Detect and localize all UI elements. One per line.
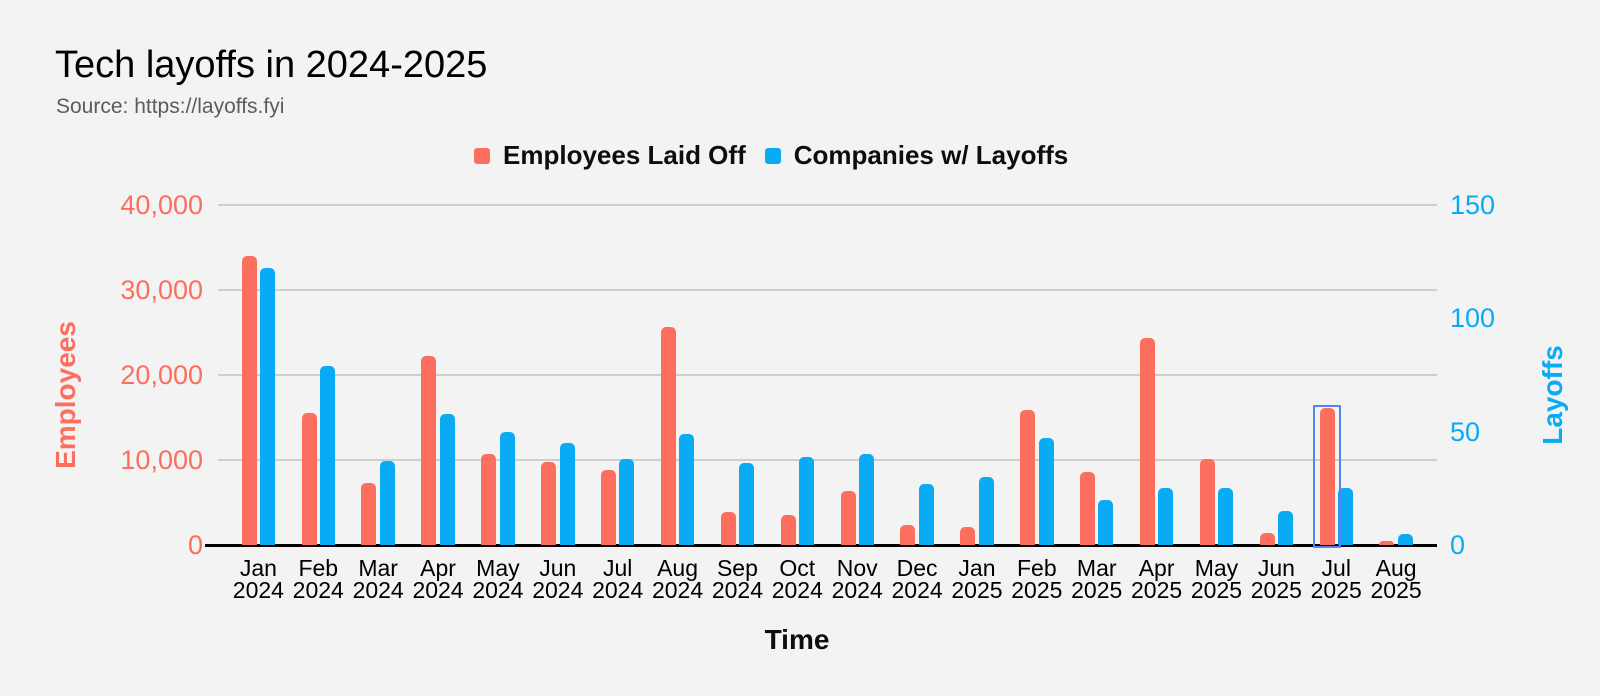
bar-employees-laid-off-jun-2025[interactable] <box>1259 533 1275 545</box>
y-axis-tick-right: 100 <box>1450 303 1496 334</box>
bar-companies-w-layoffs-apr-2024[interactable] <box>439 413 455 545</box>
bar-employees-laid-off-oct-2024[interactable] <box>780 515 796 545</box>
bar-employees-laid-off-feb-2025[interactable] <box>1020 409 1036 545</box>
x-axis-tick-aug-2024: Aug 2024 <box>651 555 704 603</box>
x-axis-tick-dec-2024: Dec 2024 <box>891 555 943 603</box>
gridline <box>218 289 1437 291</box>
bar-companies-w-layoffs-mar-2024[interactable] <box>379 461 395 545</box>
bar-companies-w-layoffs-mar-2025[interactable] <box>1098 499 1114 545</box>
legend-label: Employees Laid Off <box>503 140 746 170</box>
gridline <box>218 459 1437 461</box>
x-axis-tick-feb-2025: Feb 2025 <box>1011 555 1063 603</box>
legend-item-employees-laid-off[interactable]: Employees Laid Off <box>474 140 746 171</box>
bar-employees-laid-off-sep-2024[interactable] <box>720 512 736 545</box>
y-axis-tick-left: 10,000 <box>120 445 203 475</box>
bar-employees-laid-off-may-2025[interactable] <box>1199 459 1215 545</box>
x-axis-tick-oct-2024: Oct 2024 <box>771 555 823 603</box>
x-axis-tick-mar-2025: Mar 2025 <box>1071 555 1123 603</box>
y-axis-tick-left: 20,000 <box>120 360 203 390</box>
bar-employees-laid-off-apr-2024[interactable] <box>421 356 437 545</box>
chart-title: Tech layoffs in 2024-2025 <box>55 44 488 86</box>
y-axis-title-layoffs: Layoffs <box>1537 345 1568 445</box>
bar-employees-laid-off-aug-2024[interactable] <box>660 327 676 545</box>
bar-companies-w-layoffs-feb-2024[interactable] <box>319 365 335 545</box>
y-axis-tick-left: 30,000 <box>120 275 203 305</box>
x-axis-tick-jan-2025: Jan 2025 <box>951 555 1003 603</box>
bar-companies-w-layoffs-aug-2025[interactable] <box>1397 533 1413 545</box>
bar-companies-w-layoffs-may-2024[interactable] <box>499 431 515 545</box>
bar-companies-w-layoffs-jun-2025[interactable] <box>1278 511 1294 545</box>
x-axis-tick-sep-2024: Sep 2024 <box>711 555 764 603</box>
bar-companies-w-layoffs-jan-2025[interactable] <box>978 477 994 545</box>
x-axis-tick-jul-2024: Jul 2024 <box>592 555 644 603</box>
companies-w-layoffs-swatch-icon <box>764 147 781 164</box>
bar-companies-w-layoffs-oct-2024[interactable] <box>799 456 815 545</box>
bar-companies-w-layoffs-apr-2025[interactable] <box>1158 488 1174 545</box>
gridline <box>218 374 1437 376</box>
y-axis-tick-right: 0 <box>1450 530 1466 560</box>
x-axis-tick-jun-2025: Jun 2025 <box>1250 555 1302 603</box>
bar-employees-laid-off-dec-2024[interactable] <box>900 525 916 545</box>
bar-employees-laid-off-jun-2024[interactable] <box>541 461 557 545</box>
x-axis-tick-jan-2024: Jan 2024 <box>232 555 284 603</box>
bar-employees-laid-off-jul-2024[interactable] <box>600 470 616 545</box>
y-axis-tick-left: 0 <box>187 530 203 560</box>
y-axis-tick-right: 50 <box>1450 416 1481 447</box>
x-axis-line <box>205 544 1437 547</box>
bar-companies-w-layoffs-aug-2024[interactable] <box>679 433 695 545</box>
bar-companies-w-layoffs-feb-2025[interactable] <box>1038 438 1054 545</box>
y-axis-tick-left: 40,000 <box>120 190 203 220</box>
bar-companies-w-layoffs-jun-2024[interactable] <box>559 443 575 545</box>
x-axis-tick-feb-2024: Feb 2024 <box>292 555 344 603</box>
bar-companies-w-layoffs-jan-2024[interactable] <box>260 268 276 545</box>
bar-employees-laid-off-may-2024[interactable] <box>481 454 497 545</box>
legend-label: Companies w/ Layoffs <box>793 140 1069 170</box>
bar-employees-laid-off-mar-2024[interactable] <box>361 482 377 545</box>
x-axis-tick-apr-2024: Apr 2024 <box>412 555 464 603</box>
bar-employees-laid-off-nov-2024[interactable] <box>840 491 856 545</box>
legend: Employees Laid Off Companies w/ Layoffs <box>474 140 1068 171</box>
legend-item-companies-w-layoffs[interactable]: Companies w/ Layoffs <box>764 140 1069 171</box>
bar-employees-laid-off-jan-2025[interactable] <box>960 527 976 545</box>
x-axis-tick-jul-2025: Jul 2025 <box>1310 555 1362 603</box>
bar-companies-w-layoffs-jul-2025[interactable] <box>1337 488 1353 545</box>
x-axis-tick-mar-2024: Mar 2024 <box>352 555 404 603</box>
x-axis-tick-aug-2025: Aug 2025 <box>1370 555 1422 603</box>
bar-employees-laid-off-jan-2024[interactable] <box>241 256 257 545</box>
y-axis-tick-right: 150 <box>1450 190 1496 220</box>
x-axis-tick-nov-2024: Nov 2024 <box>831 555 883 603</box>
x-axis-tick-may-2025: May 2025 <box>1190 555 1243 603</box>
x-axis-tick-may-2024: May 2024 <box>472 555 524 603</box>
x-axis-tick-apr-2025: Apr 2025 <box>1131 555 1183 603</box>
bar-employees-laid-off-jul-2025[interactable] <box>1319 408 1335 545</box>
x-axis-title-time: Time <box>764 624 830 655</box>
chart-source: Source: https://layoffs.fyi <box>56 95 285 118</box>
bar-companies-w-layoffs-jul-2024[interactable] <box>619 458 635 545</box>
bar-employees-laid-off-feb-2024[interactable] <box>301 413 317 545</box>
selection-outline <box>1313 404 1342 548</box>
y-axis-title-employees: Employees <box>50 321 81 469</box>
employees-laid-off-swatch-icon <box>474 147 490 164</box>
gridline <box>218 204 1437 206</box>
bar-companies-w-layoffs-may-2025[interactable] <box>1218 488 1234 545</box>
bar-employees-laid-off-aug-2025[interactable] <box>1379 540 1395 545</box>
x-axis-tick-jun-2024: Jun 2024 <box>532 555 584 603</box>
bar-companies-w-layoffs-nov-2024[interactable] <box>858 454 874 545</box>
bar-employees-laid-off-apr-2025[interactable] <box>1139 338 1155 545</box>
bar-companies-w-layoffs-dec-2024[interactable] <box>918 483 934 545</box>
bar-employees-laid-off-mar-2025[interactable] <box>1080 471 1096 545</box>
bar-companies-w-layoffs-sep-2024[interactable] <box>739 463 755 545</box>
